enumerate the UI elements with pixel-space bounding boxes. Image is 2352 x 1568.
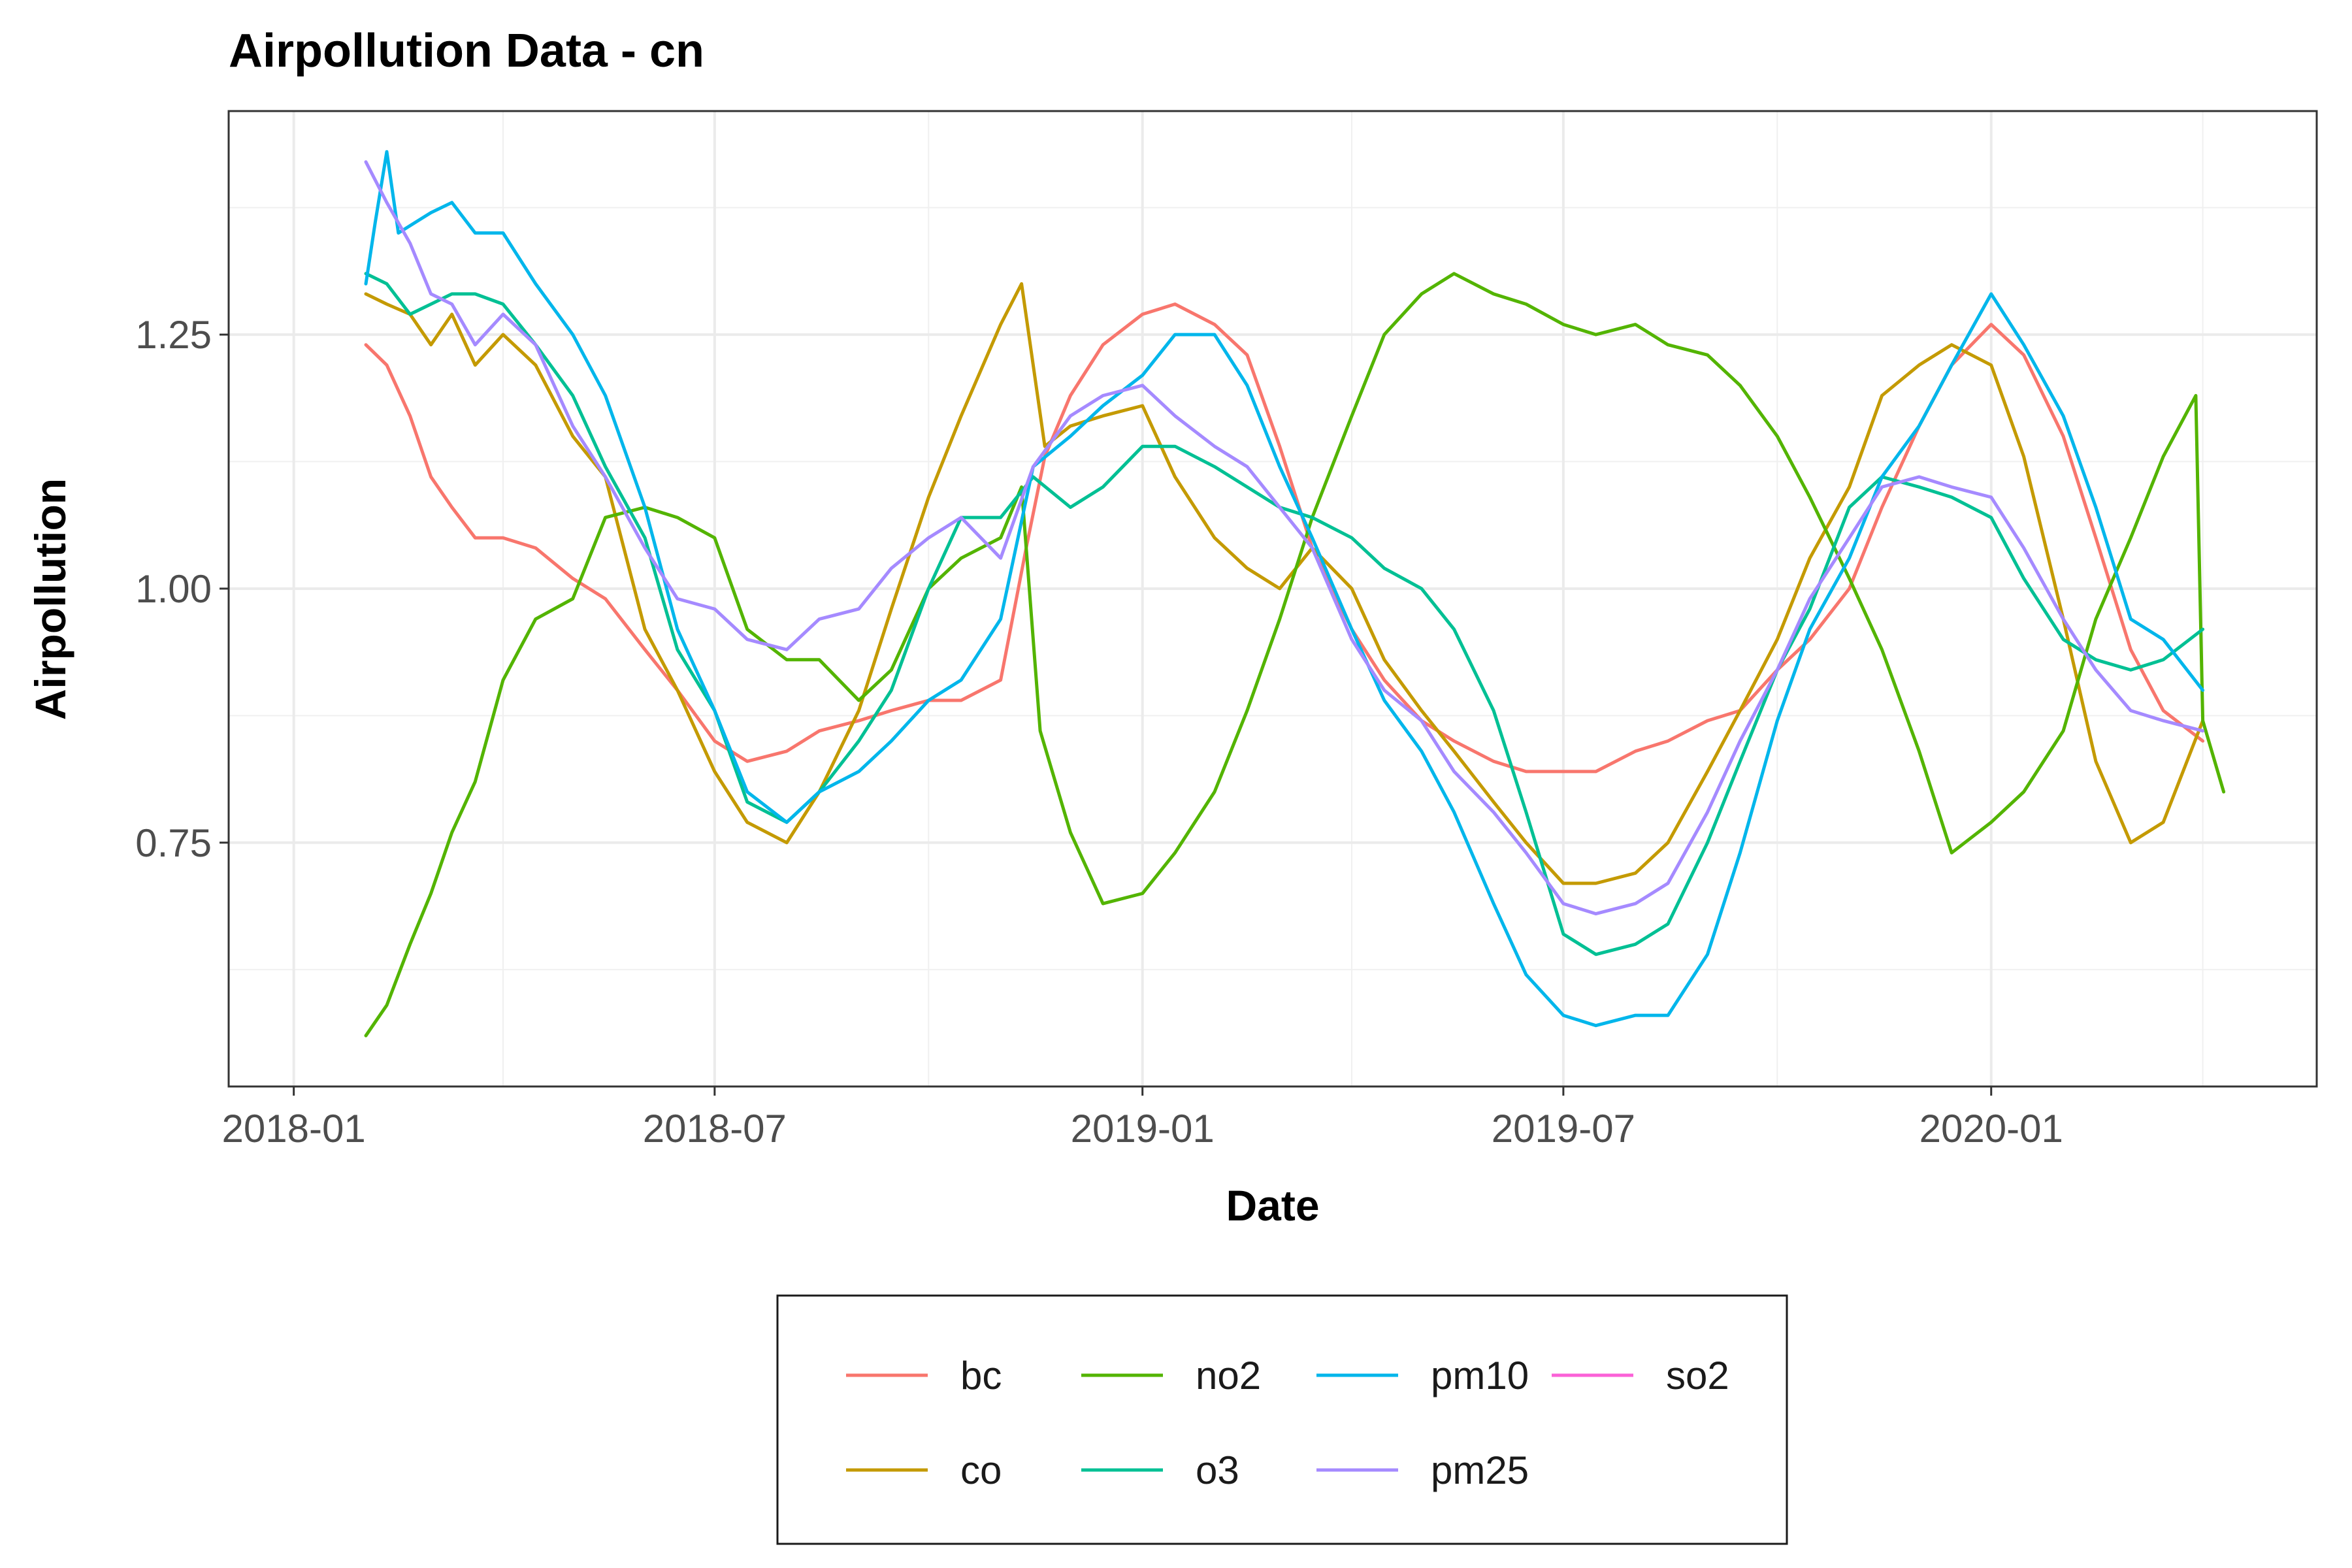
y-axis: 0.75 1.00 1.25 <box>135 313 229 865</box>
x-tick-label: 2018-01 <box>222 1107 366 1151</box>
legend-label-pm10: pm10 <box>1431 1354 1529 1397</box>
x-tick-label: 2018-07 <box>643 1107 787 1151</box>
plot-panel-border <box>227 110 2318 1088</box>
legend-label-o3: o3 <box>1196 1448 1239 1492</box>
legend-box <box>776 1294 1788 1545</box>
series-line-pm25 <box>364 160 2205 916</box>
series-line-bc <box>364 302 2205 774</box>
x-tick-label: 2019-07 <box>1492 1107 1635 1151</box>
legend-label-pm25: pm25 <box>1431 1448 1529 1492</box>
chart-title: Airpollution Data - cn <box>229 25 704 77</box>
y-tick-label: 1.25 <box>135 313 212 357</box>
legend-label-co: co <box>960 1448 1002 1492</box>
x-tick-label: 2019-01 <box>1071 1107 1215 1151</box>
x-axis-title: Date <box>1226 1181 1319 1230</box>
legend-label-no2: no2 <box>1196 1354 1261 1397</box>
y-tick-label: 1.00 <box>135 567 212 611</box>
y-axis-title: Airpollution <box>26 478 74 720</box>
grid <box>229 111 2317 1086</box>
y-tick-label: 0.75 <box>135 821 212 865</box>
legend: bc co no2 o3 pm10 pm25 so2 <box>846 1354 1729 1492</box>
series-line-co <box>364 282 2205 885</box>
x-axis: 2018-01 2018-07 2019-01 2019-07 2020-01 <box>222 1086 2063 1151</box>
legend-label-bc: bc <box>960 1354 1002 1397</box>
series-line-pm10 <box>364 150 2205 1028</box>
series-line-no2 <box>364 272 2226 1037</box>
legend-label-so2: so2 <box>1666 1354 1729 1397</box>
data-lines <box>364 150 2226 1037</box>
x-tick-label: 2020-01 <box>1919 1107 2063 1151</box>
